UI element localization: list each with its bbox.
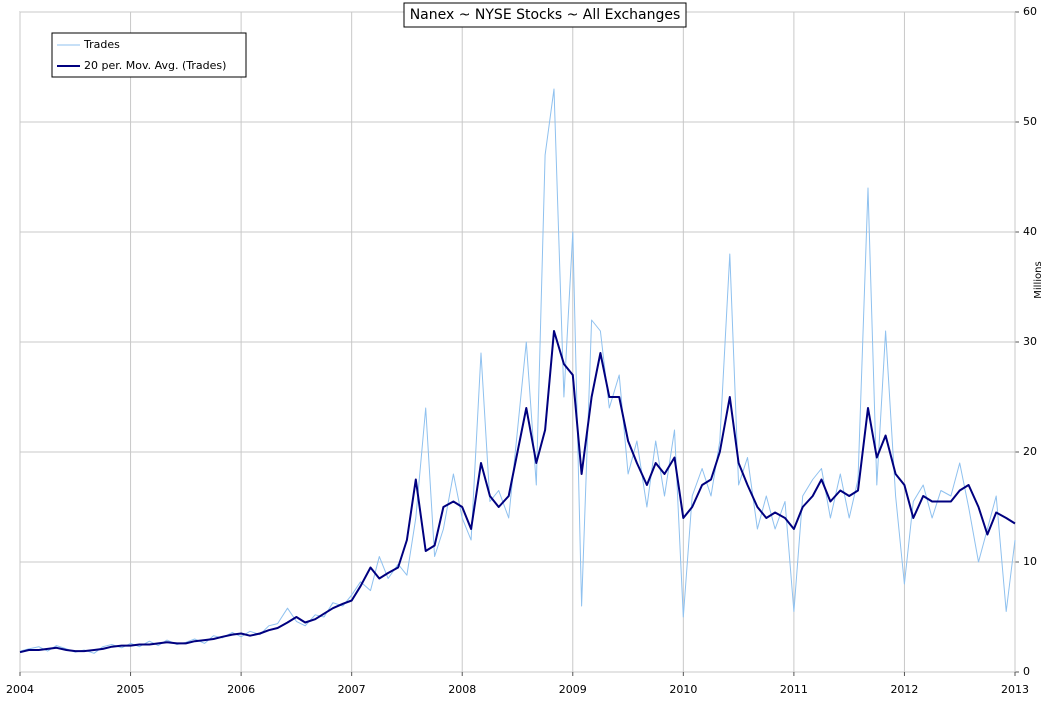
- y-tick-label: 10: [1023, 555, 1037, 568]
- legend-label: 20 per. Mov. Avg. (Trades): [84, 59, 226, 72]
- legend-label: Trades: [83, 38, 120, 51]
- x-tick-label: 2009: [559, 683, 587, 696]
- x-tick-label: 2012: [890, 683, 918, 696]
- x-tick-label: 2006: [227, 683, 255, 696]
- x-tick-label: 2011: [780, 683, 808, 696]
- y-tick-label: 0: [1023, 665, 1030, 678]
- title-box: [403, 2, 687, 28]
- x-tick-label: 2004: [6, 683, 34, 696]
- lines: [19, 88, 1016, 654]
- x-tick-label: 2007: [338, 683, 366, 696]
- chart-title: Nanex ~ NYSE Stocks ~ All Exchanges: [410, 7, 681, 23]
- grid: [19, 11, 1019, 676]
- legend: Trades 20 per. Mov. Avg. (Trades): [51, 32, 247, 78]
- series-line: [19, 330, 1016, 654]
- y-tick-label: 50: [1023, 115, 1037, 128]
- x-tick-label: 2005: [117, 683, 145, 696]
- y-tick-label: 20: [1023, 445, 1037, 458]
- y-tick-label: 30: [1023, 335, 1037, 348]
- series-line: [19, 88, 1016, 654]
- x-tick-label: 2008: [448, 683, 476, 696]
- x-tick-label: 2010: [669, 683, 697, 696]
- y-tick-label: 60: [1023, 5, 1037, 18]
- legend-box: [51, 32, 247, 78]
- y-tick-label: 40: [1023, 225, 1037, 238]
- y-axis-label: Millions: [1033, 261, 1044, 298]
- x-tick-label: 2013: [1001, 683, 1029, 696]
